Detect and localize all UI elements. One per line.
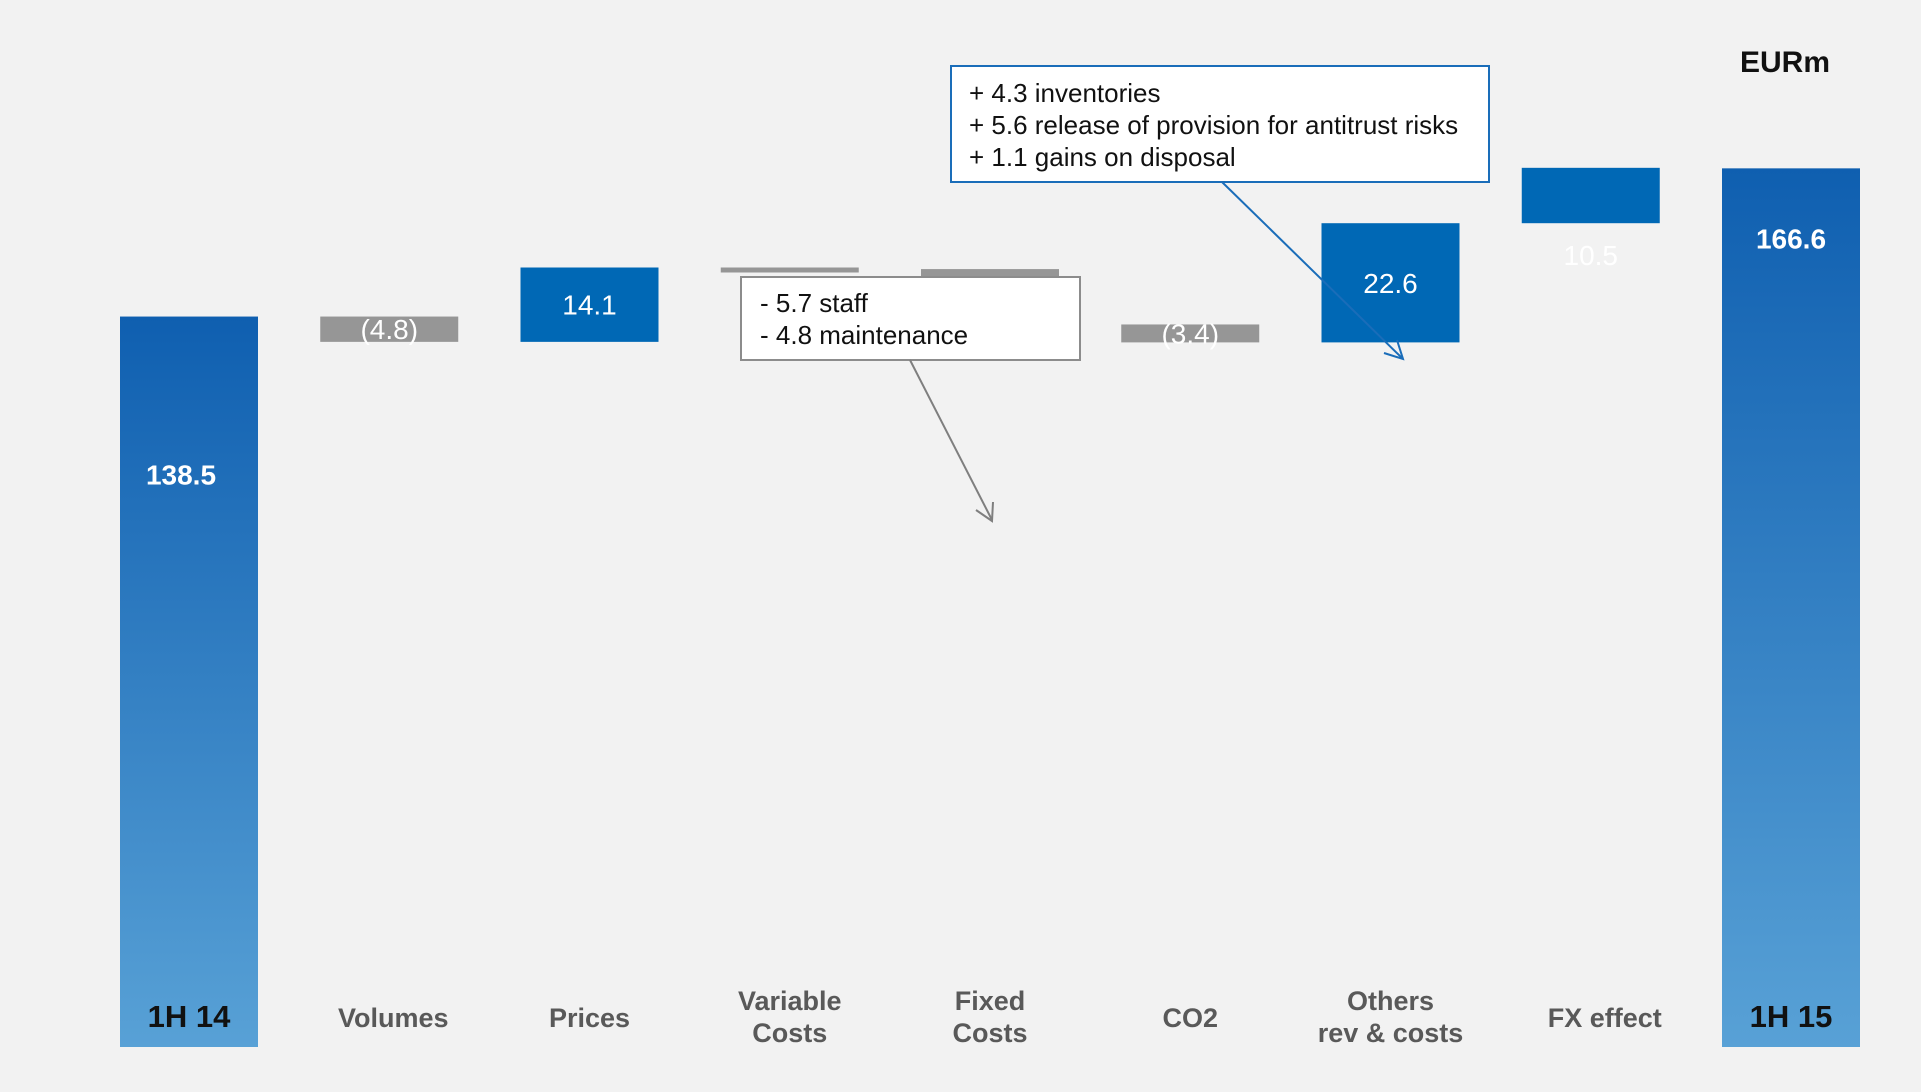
bar-value-label: 166.6 <box>1756 223 1826 254</box>
callout-fixed-costs-line-2: - 4.8 maintenance <box>760 320 968 350</box>
category-label: Variable <box>738 986 842 1016</box>
callout-others-arrow <box>1221 181 1403 359</box>
callout-others-line-2: + 5.6 release of provision for antitrust… <box>969 110 1458 140</box>
waterfall-bar <box>1521 167 1660 224</box>
callout-others-arrowhead <box>1383 339 1405 361</box>
bar-value-label: 10.5 <box>1564 240 1619 271</box>
waterfall-bar <box>1321 223 1460 343</box>
category-label: FX effect <box>1548 1003 1662 1033</box>
waterfall-bar <box>1722 168 1860 1048</box>
category-label: rev & costs <box>1318 1018 1464 1048</box>
bar-value-label: 138.5 <box>146 460 216 491</box>
bar-value-label: (3.4) <box>1161 318 1219 349</box>
callout-fixed-costs-box <box>740 276 1081 361</box>
category-label: Costs <box>752 1018 827 1048</box>
category-label: Fixed <box>955 986 1026 1016</box>
category-label: CO2 <box>1162 1003 1218 1033</box>
waterfall-bar <box>520 267 659 342</box>
callout-fixed-costs-arrow <box>909 359 993 521</box>
unit-label: EURm <box>1740 46 1830 79</box>
callout-fixed-costs-line-1: - 5.7 staff <box>760 288 869 318</box>
callout-others-box <box>950 65 1490 183</box>
waterfall-bar <box>1121 324 1260 343</box>
category-label: Volumes <box>338 1003 449 1033</box>
bar-value-label: 22.6 <box>1363 268 1418 299</box>
waterfall-bar <box>720 267 859 273</box>
callout-fixed-costs-arrowhead <box>975 501 994 523</box>
callout-others-line-1: + 4.3 inventories <box>969 78 1161 108</box>
category-label: Others <box>1347 986 1434 1016</box>
bar-value-label: 14.1 <box>562 290 617 321</box>
callout-others: + 4.3 inventories + 5.6 release of provi… <box>950 65 1490 361</box>
callout-others-line-3: + 1.1 gains on disposal <box>969 142 1236 172</box>
category-label: Costs <box>952 1018 1027 1048</box>
callout-fixed-costs: - 5.7 staff - 4.8 maintenance <box>740 276 1081 523</box>
category-label: Prices <box>549 1003 630 1033</box>
waterfall-bar <box>320 316 459 342</box>
category-label: 1H 14 <box>148 999 231 1034</box>
waterfall-bar <box>120 316 258 1047</box>
bar-value-label: (4.8) <box>360 314 418 345</box>
category-label: 1H 15 <box>1750 999 1833 1034</box>
